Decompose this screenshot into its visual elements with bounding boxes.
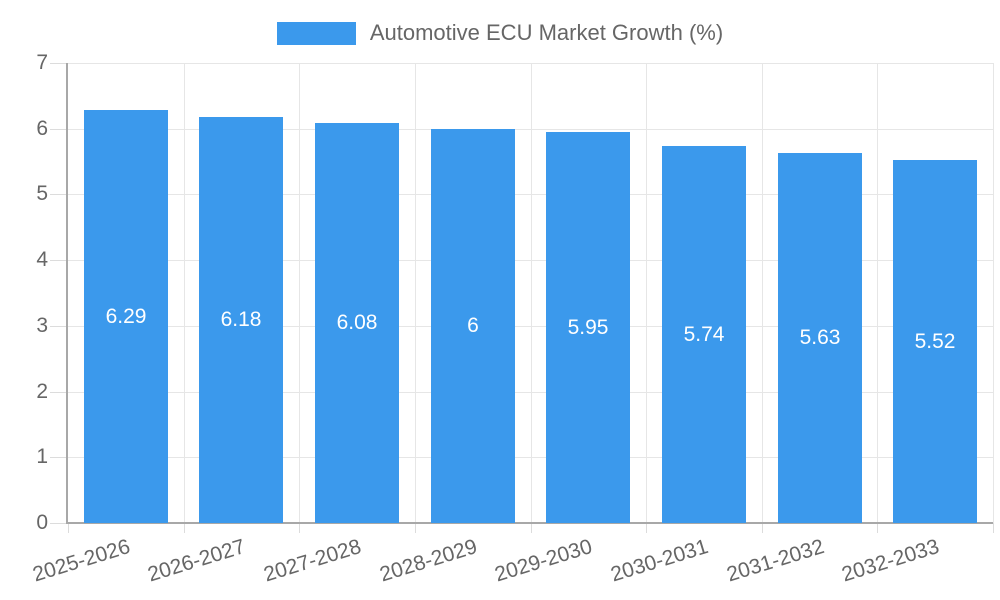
- x-tick-label: 2026-2027: [144, 535, 248, 587]
- y-tick-label: 4: [36, 248, 48, 271]
- x-tick-mark: [531, 523, 532, 533]
- x-axis-line: [66, 522, 993, 524]
- legend-label: Automotive ECU Market Growth (%): [369, 20, 724, 45]
- y-tick-label: 1: [36, 445, 48, 468]
- x-tick-label: 2027-2028: [260, 535, 364, 587]
- bar-value-label: 5.52: [914, 329, 956, 353]
- h-gridline: [68, 260, 993, 261]
- bar[interactable]: 5.74: [662, 146, 746, 523]
- legend-swatch: [276, 21, 356, 45]
- y-tick-mark: [50, 523, 68, 524]
- y-tick-label: 5: [36, 182, 48, 205]
- y-tick-label: 2: [36, 380, 48, 403]
- x-tick-label: 2031-2032: [723, 535, 827, 587]
- y-tick-mark: [50, 260, 68, 261]
- x-tick-mark: [184, 523, 185, 533]
- y-tick-mark: [50, 129, 68, 130]
- y-tick-mark: [50, 457, 68, 458]
- bar[interactable]: 5.95: [546, 132, 630, 523]
- bar[interactable]: 5.63: [778, 153, 862, 523]
- bar-value-label: 5.95: [567, 315, 609, 339]
- h-gridline: [68, 194, 993, 195]
- y-tick-mark: [50, 63, 68, 64]
- y-tick-mark: [50, 194, 68, 195]
- x-tick-mark: [68, 523, 69, 533]
- v-gridline: [415, 63, 416, 523]
- bar-value-label: 5.74: [683, 322, 725, 346]
- h-gridline: [68, 129, 993, 130]
- y-tick-label: 7: [36, 51, 48, 74]
- h-gridline: [68, 326, 993, 327]
- y-tick-label: 0: [36, 511, 48, 534]
- y-tick-label: 6: [36, 117, 48, 140]
- v-gridline: [762, 63, 763, 523]
- y-tick-mark: [50, 392, 68, 393]
- bar[interactable]: 6.18: [199, 117, 283, 523]
- v-gridline: [299, 63, 300, 523]
- bar[interactable]: 5.52: [893, 160, 977, 523]
- h-gridline: [68, 457, 993, 458]
- bar[interactable]: 6.08: [315, 123, 399, 523]
- x-tick-label: 2025-2026: [29, 535, 133, 587]
- x-tick-label: 2028-2029: [376, 535, 480, 587]
- y-tick-mark: [50, 326, 68, 327]
- y-tick-label: 3: [36, 314, 48, 337]
- bar[interactable]: 6: [431, 129, 515, 523]
- x-tick-label: 2032-2033: [838, 535, 942, 587]
- v-gridline: [993, 63, 994, 523]
- v-gridline: [646, 63, 647, 523]
- x-tick-label: 2030-2031: [607, 535, 711, 587]
- x-tick-mark: [993, 523, 994, 533]
- x-tick-mark: [299, 523, 300, 533]
- x-tick-label: 2029-2030: [491, 535, 595, 587]
- bar-value-label: 6: [467, 314, 479, 337]
- bar-value-label: 5.63: [799, 326, 841, 349]
- h-gridline: [68, 392, 993, 393]
- x-tick-mark: [762, 523, 763, 533]
- x-tick-mark: [415, 523, 416, 533]
- h-gridline: [68, 63, 993, 64]
- v-gridline: [184, 63, 185, 523]
- x-tick-mark: [646, 523, 647, 533]
- x-tick-mark: [877, 523, 878, 533]
- y-axis-line: [66, 63, 68, 523]
- v-gridline: [531, 63, 532, 523]
- bar-value-label: 6.29: [105, 304, 147, 328]
- bar-value-label: 6.08: [336, 311, 378, 334]
- chart-legend[interactable]: Automotive ECU Market Growth (%): [0, 20, 1000, 46]
- v-gridline: [877, 63, 878, 523]
- bar[interactable]: 6.29: [84, 110, 168, 523]
- bar-value-label: 6.18: [220, 308, 262, 331]
